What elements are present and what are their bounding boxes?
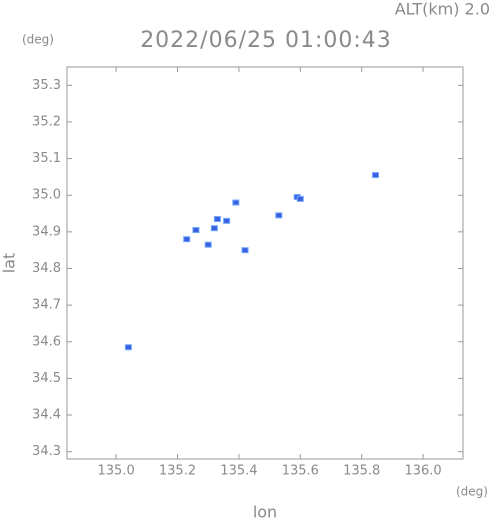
y-tick-label: 34.7 (32, 298, 61, 313)
x-tick-label: 135.6 (282, 464, 319, 479)
y-tick-label: 34.5 (32, 371, 61, 386)
chart-title: 2022/06/25 01:00:43 (140, 28, 392, 53)
echo-point (183, 236, 191, 243)
echo-point (192, 227, 200, 234)
x-unit: (deg) (456, 485, 488, 499)
x-tick-label: 135.2 (159, 464, 196, 479)
echo-point (232, 199, 240, 206)
y-tick-label: 34.8 (32, 261, 61, 276)
y-axis-label: lat (0, 253, 19, 274)
x-axis-label: lon (253, 503, 277, 521)
chart-subtitle: ALT(km) 2.0 (395, 0, 490, 19)
echo-point (275, 212, 283, 219)
y-tick-label: 34.9 (32, 224, 61, 239)
echo-point (372, 172, 380, 179)
y-tick-label: 35.1 (32, 151, 61, 166)
x-tick-label: 135.4 (220, 464, 257, 479)
echo-point (204, 241, 212, 248)
y-tick-label: 35.0 (32, 188, 61, 203)
plot-frame (66, 66, 464, 460)
echo-point (223, 217, 231, 224)
echo-point (241, 247, 249, 254)
echo-point (210, 225, 218, 232)
x-tick-label: 136.0 (404, 464, 441, 479)
y-tick-label: 34.3 (32, 444, 61, 459)
y-tick-label: 34.4 (32, 408, 61, 423)
x-tick-label: 135.0 (98, 464, 135, 479)
y-tick-label: 35.2 (32, 114, 61, 129)
y-unit: (deg) (22, 33, 54, 47)
y-tick-label: 34.6 (32, 334, 61, 349)
echo-point (213, 216, 221, 223)
echo-point (124, 344, 132, 351)
x-tick-label: 135.8 (343, 464, 380, 479)
y-tick-label: 35.3 (32, 78, 61, 93)
echo-point (296, 195, 304, 202)
